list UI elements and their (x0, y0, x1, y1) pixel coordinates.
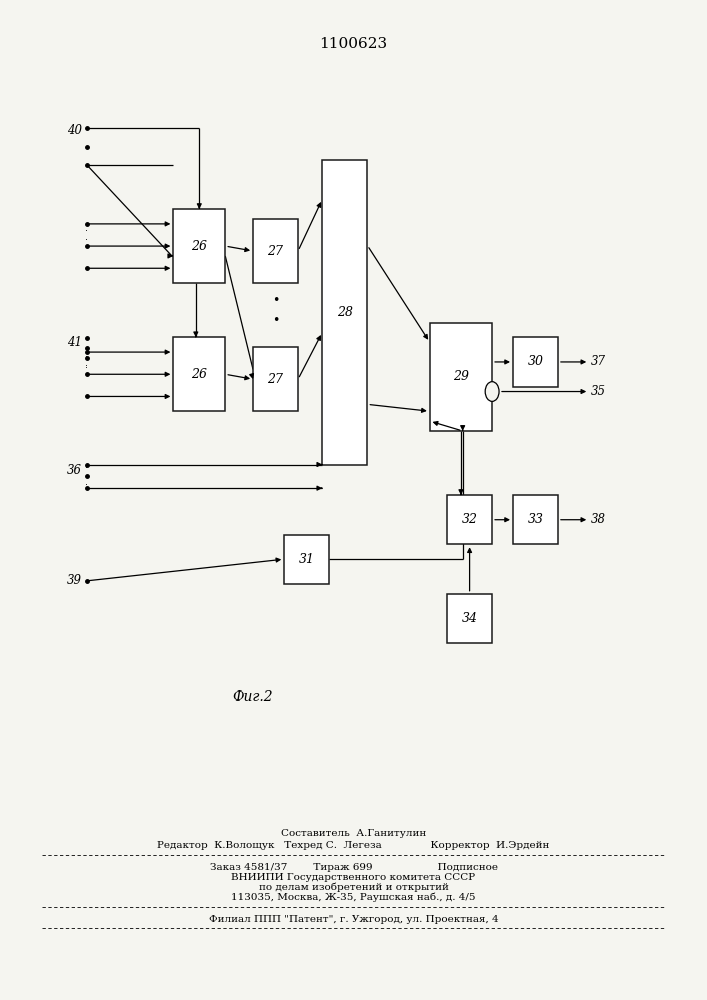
Text: 1100623: 1100623 (320, 37, 387, 51)
Text: 39: 39 (66, 574, 82, 587)
Text: ·
·
·: · · · (85, 227, 88, 253)
Text: •: • (271, 314, 279, 327)
Text: 34: 34 (462, 612, 478, 625)
Bar (447, 495, 492, 544)
Text: Составитель  А.Ганитулин: Составитель А.Ганитулин (281, 829, 426, 838)
Text: 26: 26 (192, 240, 207, 253)
Text: 26: 26 (192, 368, 207, 381)
Text: •: • (271, 294, 279, 307)
Text: 32: 32 (462, 513, 478, 526)
Text: 30: 30 (527, 355, 544, 368)
Text: 28: 28 (337, 306, 353, 319)
Text: 37: 37 (591, 355, 606, 368)
Bar (447, 594, 492, 643)
Text: Заказ 4581/37        Тираж 699                    Подписное: Заказ 4581/37 Тираж 699 Подписное (209, 863, 498, 872)
Bar (322, 160, 368, 465)
Bar (513, 495, 558, 544)
Text: 41: 41 (66, 336, 82, 349)
Bar (284, 535, 329, 584)
Text: 40: 40 (66, 124, 82, 137)
Text: ·
·
·: · · · (85, 463, 88, 490)
Text: 113035, Москва, Ж-35, Раушская наб., д. 4/5: 113035, Москва, Ж-35, Раушская наб., д. … (231, 893, 476, 902)
Text: 36: 36 (66, 464, 82, 477)
Text: 27: 27 (267, 245, 284, 258)
Text: 31: 31 (299, 553, 315, 566)
Text: 29: 29 (453, 370, 469, 383)
Text: 33: 33 (527, 513, 544, 526)
Text: Редактор  К.Волощук   Техред С.  Легеза               Корректор  И.Эрдейн: Редактор К.Волощук Техред С. Легеза Корр… (158, 841, 549, 850)
Text: ·
·
·: · · · (85, 352, 88, 379)
Text: Филиал ППП "Патент", г. Ужгород, ул. Проектная, 4: Филиал ППП "Патент", г. Ужгород, ул. Про… (209, 915, 498, 924)
Bar (173, 209, 226, 283)
Text: Фиг.2: Фиг.2 (233, 690, 274, 704)
Bar (513, 337, 558, 387)
Text: 35: 35 (591, 385, 606, 398)
Text: ·
·
·: · · · (85, 355, 88, 382)
Circle shape (485, 382, 499, 401)
Bar (173, 337, 226, 411)
Bar (253, 219, 298, 283)
Text: ВНИИПИ Государственного комитета СССР: ВНИИПИ Государственного комитета СССР (231, 873, 476, 882)
Text: по делам изобретений и открытий: по делам изобретений и открытий (259, 883, 448, 892)
Text: 27: 27 (267, 373, 284, 386)
Bar (430, 323, 492, 431)
Bar (253, 347, 298, 411)
Text: 38: 38 (591, 513, 606, 526)
